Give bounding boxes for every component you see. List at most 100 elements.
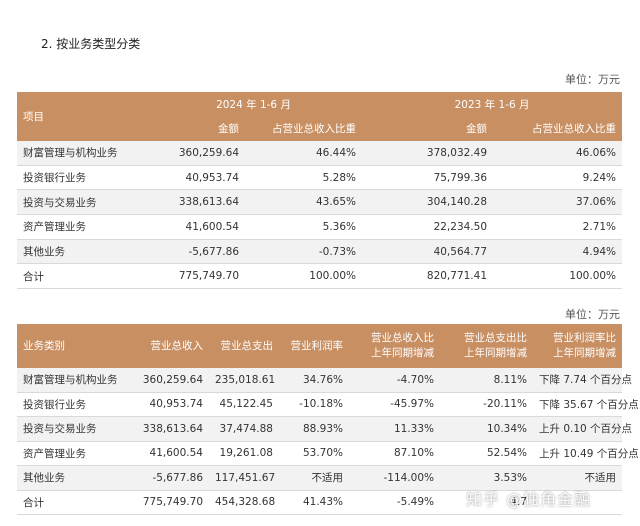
- table-row: 资产管理业务 41,600.54 5.36% 22,234.50 2.71%: [17, 214, 623, 240]
- table-row: 资产管理业务 41,600.54 19,261.08 53.70% 87.10% 52.5…: [17, 441, 639, 466]
- table-cell: 37.06%: [493, 189, 623, 216]
- table-cell: 338,613.64: [145, 189, 245, 216]
- row-label: 其他业务: [17, 465, 135, 491]
- row-label: 资产管理业务: [17, 214, 145, 240]
- table-cell: 304,140.28: [362, 189, 494, 216]
- table-row: 投资银行业务 40,953.74 5.28% 75,799.36 9.24%: [17, 165, 623, 191]
- table-cell: 8.11%: [440, 368, 533, 393]
- table-cell: -5,677.86: [135, 465, 209, 491]
- table-cell: 4.94%: [493, 239, 623, 265]
- table-cell: 下降 35.67 个百分点: [533, 392, 639, 417]
- table-cell: 53.70%: [279, 441, 349, 466]
- table-cell: 88.93%: [279, 416, 349, 442]
- table-row: 其他业务 -5,677.86 -0.73% 40,564.77 4.94%: [17, 239, 623, 265]
- table-row: 合计 775,749.70 454,328.68 41.43% -5.49% 4.7: [17, 490, 622, 515]
- table-cell: 5.36%: [245, 214, 363, 240]
- header-period-2024: 2024 年 1-6 月: [145, 92, 363, 116]
- table-row: 合计 775,749.70 100.00% 820,771.41 100.00%: [17, 263, 623, 290]
- unit-label: 单位：万元: [565, 308, 620, 321]
- table-cell: 3.53%: [440, 465, 533, 491]
- table-cell: 2.71%: [493, 214, 623, 240]
- table-cell: 46.06%: [493, 141, 623, 166]
- row-label: 资产管理业务: [17, 441, 135, 466]
- table-cell: 100.00%: [245, 263, 363, 290]
- header-line: 营业利润率: [290, 339, 344, 352]
- row-label: 投资银行业务: [17, 392, 135, 417]
- table-cell: 117,451.67: [209, 465, 279, 491]
- header-line: 营业总收入比: [371, 332, 434, 344]
- table-cell: 41,600.54: [145, 214, 245, 240]
- header-item: 项目: [17, 92, 145, 141]
- table-cell: [533, 490, 622, 515]
- watermark: 知乎 @独角金融: [466, 490, 592, 509]
- table-cell: 235,018.61: [209, 368, 279, 393]
- row-label: 财富管理与机构业务: [17, 141, 145, 166]
- table-cell: 40,953.74: [135, 392, 209, 417]
- table-cell: 10.34%: [440, 416, 533, 442]
- table-cell: 52.54%: [440, 441, 533, 466]
- column-header: 营业总收入: [135, 324, 209, 368]
- header-line: 上年同期增减: [464, 347, 527, 359]
- header-line: 营业利润率比: [553, 332, 616, 344]
- table-cell: -0.73%: [245, 239, 363, 265]
- table-cell: -5,677.86: [145, 239, 245, 265]
- header-ratio-2023: 占营业总收入比重: [493, 116, 623, 141]
- header-period-2023: 2023 年 1-6 月: [362, 92, 623, 116]
- table-cell: 75,799.36: [362, 165, 494, 191]
- row-label: 投资与交易业务: [17, 189, 145, 216]
- revenue-by-business-table: 项目 2024 年 1-6 月 2023 年 1-6 月 金额 占营业总收入比重…: [17, 92, 623, 290]
- table-cell: 820,771.41: [362, 263, 494, 290]
- table-cell: 不适用: [279, 465, 349, 491]
- table-cell: 9.24%: [493, 165, 623, 191]
- table-cell: 下降 7.74 个百分点: [533, 368, 632, 393]
- table-cell: 46.44%: [245, 141, 363, 166]
- table-cell: -10.18%: [279, 392, 349, 417]
- header-line: 上年同期增减: [371, 347, 434, 359]
- column-header: 业务类别: [17, 324, 135, 368]
- header-line: 业务类别: [23, 339, 65, 352]
- table-cell: 40,564.77: [362, 239, 494, 265]
- row-label: 其他业务: [17, 239, 145, 265]
- header-line: 营业总支出: [220, 339, 274, 352]
- profit-by-business-table: 业务类别 营业总收入 营业总支出 营业利润率 营业总收入比 上年同期增减 营业总支出比 上年同…: [17, 324, 639, 515]
- table-cell: 11.33%: [349, 416, 440, 442]
- table-cell: 34.76%: [279, 368, 349, 393]
- table-cell: 40,953.74: [145, 165, 245, 191]
- table-cell: 360,259.64: [135, 368, 209, 393]
- table-cell: 上升 10.49 个百分点: [533, 441, 639, 466]
- table-cell: 4.7: [440, 490, 533, 515]
- table-cell: -5.49%: [349, 490, 440, 515]
- column-header: 营业总收入比 上年同期增减: [349, 324, 440, 368]
- table-row: 投资与交易业务 338,613.64 37,474.88 88.93% 11.33% 10…: [17, 416, 632, 442]
- table-cell: 100.00%: [493, 263, 623, 290]
- table-cell: 45,122.45: [209, 392, 279, 417]
- table-cell: -114.00%: [349, 465, 440, 491]
- header-amount-2023: 金额: [362, 116, 494, 141]
- table-cell: 360,259.64: [145, 141, 245, 166]
- table-cell: -45.97%: [349, 392, 440, 417]
- table-cell: 41.43%: [279, 490, 349, 515]
- unit-label: 单位：万元: [565, 73, 620, 86]
- table-cell: 378,032.49: [362, 141, 494, 166]
- table-cell: -4.70%: [349, 368, 440, 393]
- column-header: 营业利润率比 上年同期增减: [533, 324, 622, 368]
- row-label: 合计: [17, 490, 135, 515]
- section-title: 2. 按业务类型分类: [41, 37, 141, 51]
- header-ratio-2024: 占营业总收入比重: [245, 116, 363, 141]
- header-line: 上年同期增减: [553, 347, 616, 359]
- table-cell: 338,613.64: [135, 416, 209, 442]
- header-amount-2024: 金额: [145, 116, 245, 141]
- table-row: 财富管理与机构业务 360,259.64 235,018.61 34.76% -4.70…: [17, 368, 632, 393]
- column-header: 营业利润率: [279, 324, 349, 368]
- table-row: 投资与交易业务 338,613.64 43.65% 304,140.28 37.06%: [17, 189, 623, 216]
- table-cell: 43.65%: [245, 189, 363, 216]
- table-cell: 19,261.08: [209, 441, 279, 466]
- row-label: 投资与交易业务: [17, 416, 135, 442]
- table-cell: 775,749.70: [135, 490, 209, 515]
- table-cell: 22,234.50: [362, 214, 494, 240]
- row-label: 合计: [17, 263, 145, 290]
- table-cell: -20.11%: [440, 392, 533, 417]
- table-cell: 不适用: [533, 465, 622, 491]
- table-row: 财富管理与机构业务 360,259.64 46.44% 378,032.49 46.06…: [17, 141, 623, 166]
- column-header: 营业总支出: [209, 324, 279, 368]
